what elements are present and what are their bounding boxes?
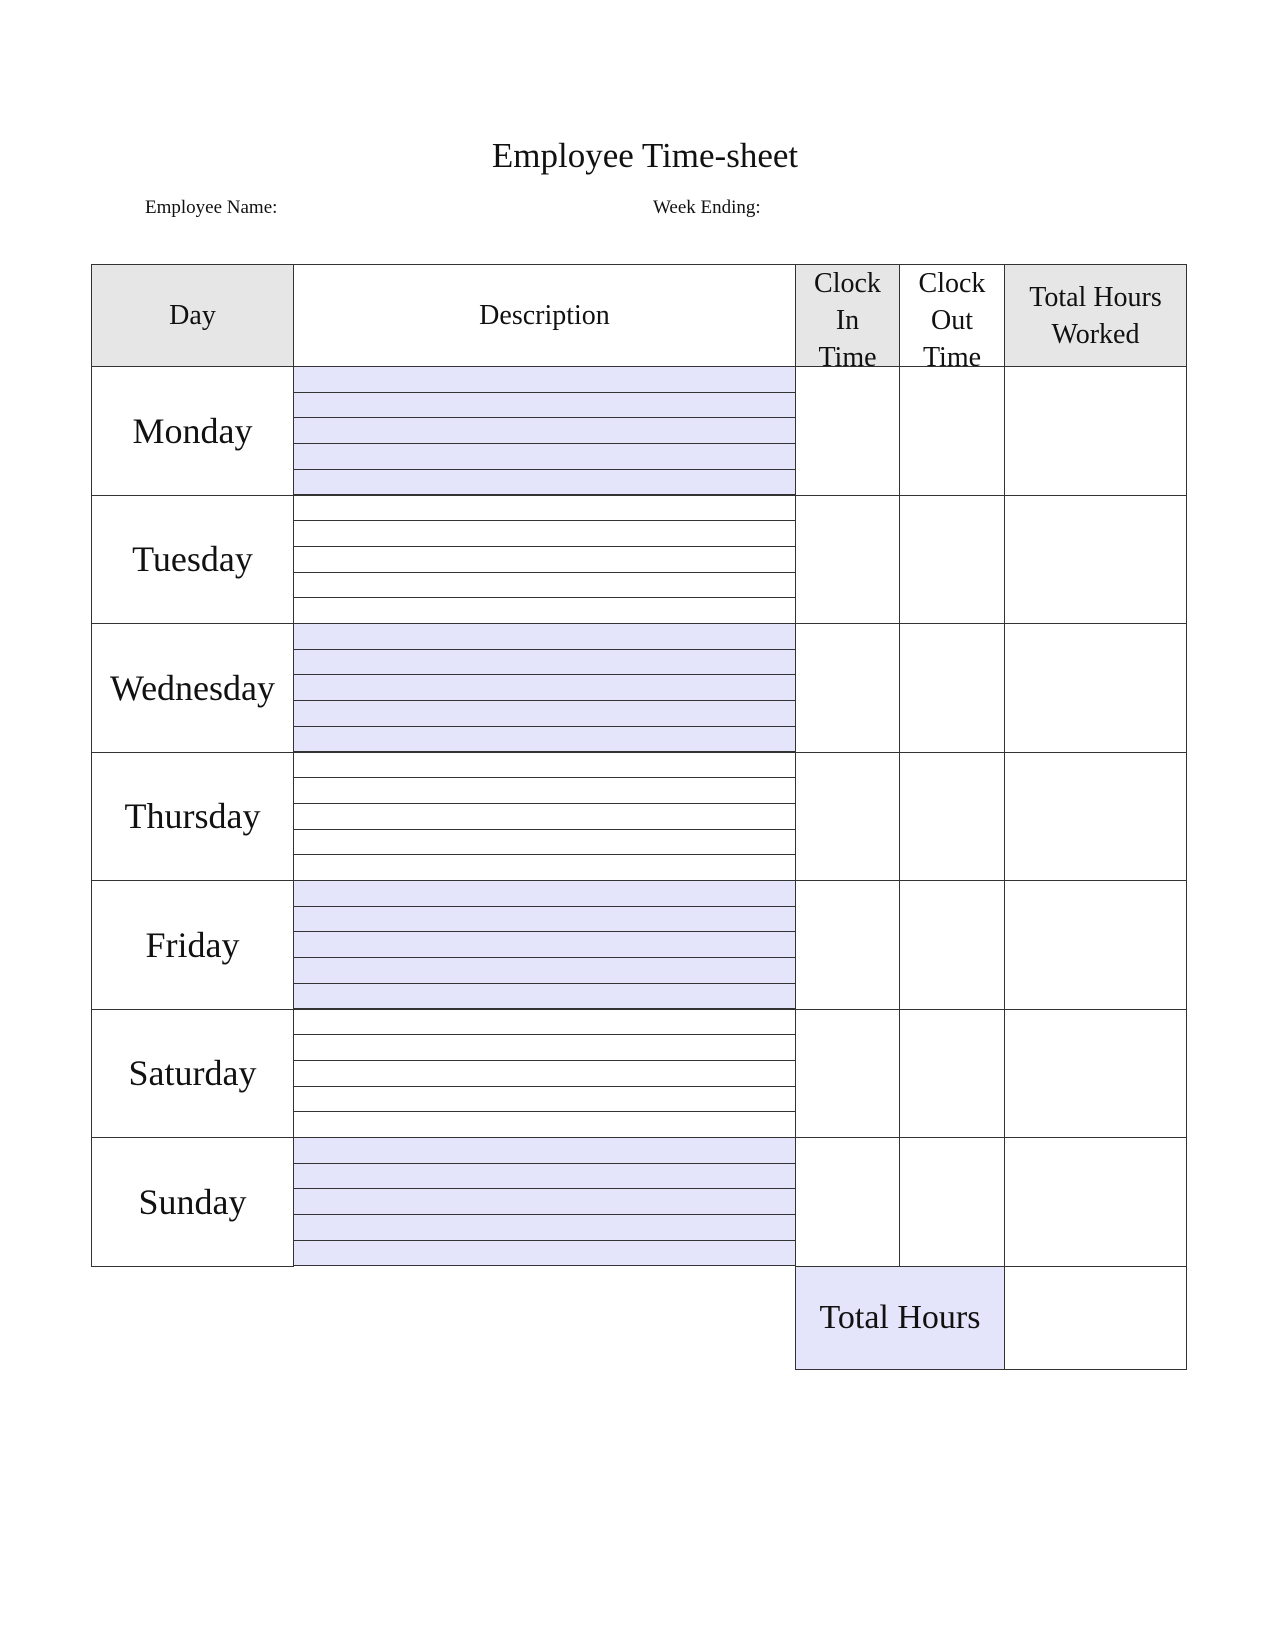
day-label: Sunday: [91, 1137, 294, 1267]
description-line-field[interactable]: [293, 982, 796, 1010]
description-line-field[interactable]: [293, 957, 796, 984]
header-description: Description: [293, 264, 796, 367]
clock-in-field[interactable]: [795, 1008, 900, 1138]
header-clock-out: Clock Out Time: [899, 264, 1005, 367]
description-line-field[interactable]: [293, 391, 796, 419]
description-line-field[interactable]: [293, 880, 796, 907]
hours-worked-field[interactable]: [1004, 751, 1187, 881]
total-hours-field[interactable]: [1004, 1266, 1187, 1370]
header-total-hours-worked: Total Hours Worked: [1004, 264, 1187, 367]
description-line-field[interactable]: [293, 1214, 796, 1241]
clock-out-field[interactable]: [899, 1008, 1005, 1138]
header-clock-in: Clock In Time: [795, 264, 900, 367]
description-line-field[interactable]: [293, 725, 796, 753]
description-line-field[interactable]: [293, 1059, 796, 1087]
employee-name-label: Employee Name:: [145, 197, 278, 218]
description-line-field[interactable]: [293, 1008, 796, 1036]
description-line-field[interactable]: [293, 443, 796, 470]
description-line-field[interactable]: [293, 828, 796, 856]
day-label: Saturday: [91, 1008, 294, 1138]
description-line-field[interactable]: [293, 802, 796, 830]
clock-in-field[interactable]: [795, 494, 900, 624]
clock-in-field[interactable]: [795, 1137, 900, 1267]
description-line-field[interactable]: [293, 854, 796, 881]
day-label: Thursday: [91, 751, 294, 881]
day-label: Wednesday: [91, 623, 294, 753]
description-line-field[interactable]: [293, 494, 796, 522]
hours-worked-field[interactable]: [1004, 880, 1187, 1010]
description-line-field[interactable]: [293, 520, 796, 547]
description-line-field[interactable]: [293, 931, 796, 959]
day-label: Tuesday: [91, 494, 294, 624]
description-line-field[interactable]: [293, 1034, 796, 1061]
hours-worked-field[interactable]: [1004, 494, 1187, 624]
description-line-field[interactable]: [293, 751, 796, 779]
description-line-field[interactable]: [293, 777, 796, 804]
clock-in-field[interactable]: [795, 751, 900, 881]
description-line-field[interactable]: [293, 597, 796, 624]
clock-in-field[interactable]: [795, 366, 900, 496]
clock-out-field[interactable]: [899, 366, 1005, 496]
clock-in-field[interactable]: [795, 880, 900, 1010]
description-line-field[interactable]: [293, 1137, 796, 1164]
description-line-field[interactable]: [293, 468, 796, 496]
description-line-field[interactable]: [293, 1188, 796, 1216]
hours-worked-field[interactable]: [1004, 1008, 1187, 1138]
clock-out-field[interactable]: [899, 751, 1005, 881]
hours-worked-field[interactable]: [1004, 623, 1187, 753]
description-line-field[interactable]: [293, 417, 796, 445]
hours-worked-field[interactable]: [1004, 1137, 1187, 1267]
description-line-field[interactable]: [293, 1239, 796, 1267]
header-day: Day: [91, 264, 294, 367]
hours-worked-field[interactable]: [1004, 366, 1187, 496]
clock-out-field[interactable]: [899, 880, 1005, 1010]
total-hours-label: Total Hours: [795, 1266, 1005, 1370]
description-line-field[interactable]: [293, 674, 796, 702]
description-line-field[interactable]: [293, 648, 796, 676]
clock-out-field[interactable]: [899, 1137, 1005, 1267]
description-line-field[interactable]: [293, 1085, 796, 1113]
clock-in-field[interactable]: [795, 623, 900, 753]
description-line-field[interactable]: [293, 1111, 796, 1138]
clock-out-field[interactable]: [899, 623, 1005, 753]
day-label: Friday: [91, 880, 294, 1010]
description-line-field[interactable]: [293, 571, 796, 599]
page-title: Employee Time-sheet: [491, 136, 799, 175]
description-line-field[interactable]: [293, 700, 796, 727]
clock-out-field[interactable]: [899, 494, 1005, 624]
description-line-field[interactable]: [293, 366, 796, 393]
day-label: Monday: [91, 366, 294, 496]
description-line-field[interactable]: [293, 1162, 796, 1190]
week-ending-label: Week Ending:: [653, 197, 761, 218]
description-line-field[interactable]: [293, 545, 796, 573]
description-line-field[interactable]: [293, 905, 796, 933]
description-line-field[interactable]: [293, 623, 796, 650]
